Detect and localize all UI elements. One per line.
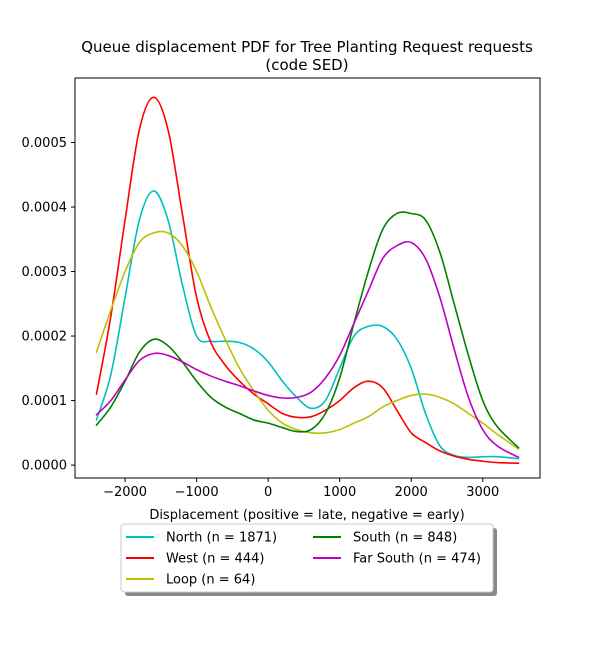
series-line-west bbox=[95, 96, 520, 464]
series-lines bbox=[95, 96, 520, 464]
legend-entry: Far South (n = 474) bbox=[313, 552, 481, 567]
x-tick-label: −2000 bbox=[103, 485, 147, 500]
y-tick-label: 0.0000 bbox=[22, 459, 68, 474]
series-line-south bbox=[95, 211, 520, 449]
legend: North (n = 1871) South (n = 848) West (n =… bbox=[120, 523, 497, 596]
legend-box bbox=[120, 523, 494, 593]
x-tick-label: 2000 bbox=[395, 485, 428, 500]
legend-entry: South (n = 848) bbox=[313, 531, 457, 546]
x-tick-label: 1000 bbox=[323, 485, 356, 500]
chart-title-line1: Queue displacement PDF for Tree Planting… bbox=[81, 38, 533, 56]
y-tick-label: 0.0002 bbox=[22, 330, 68, 345]
y-tick-label: 0.0001 bbox=[22, 394, 68, 409]
legend-label: Far South (n = 474) bbox=[353, 552, 481, 567]
series-line-far-south bbox=[95, 240, 520, 459]
x-tick-label: 0 bbox=[264, 485, 272, 500]
legend-label: South (n = 848) bbox=[353, 531, 457, 546]
y-tick-label: 0.0005 bbox=[22, 136, 68, 151]
legend-label: North (n = 1871) bbox=[166, 531, 277, 546]
y-tick-label: 0.0004 bbox=[22, 201, 68, 216]
y-tick-label: 0.0003 bbox=[22, 265, 68, 280]
x-tick-label: 3000 bbox=[466, 485, 499, 500]
x-axis-label: Displacement (positive = late, negative … bbox=[149, 508, 464, 523]
y-axis-ticks: 0.0000 0.0001 0.0002 0.0003 0.0004 0.0005 bbox=[22, 136, 75, 474]
legend-entry: North (n = 1871) bbox=[126, 531, 277, 546]
legend-entry: Loop (n = 64) bbox=[126, 573, 255, 588]
x-axis-ticks: −2000 −1000 0 1000 2000 3000 bbox=[103, 478, 499, 500]
chart-title-line2: (code SED) bbox=[265, 56, 348, 74]
plot-area bbox=[74, 77, 541, 479]
legend-entry: West (n = 444) bbox=[126, 552, 264, 567]
legend-label: Loop (n = 64) bbox=[166, 573, 255, 588]
series-line-north bbox=[95, 190, 520, 460]
x-tick-label: −1000 bbox=[175, 485, 219, 500]
legend-label: West (n = 444) bbox=[166, 552, 264, 567]
legend-entries: North (n = 1871) South (n = 848) West (n =… bbox=[126, 531, 481, 588]
